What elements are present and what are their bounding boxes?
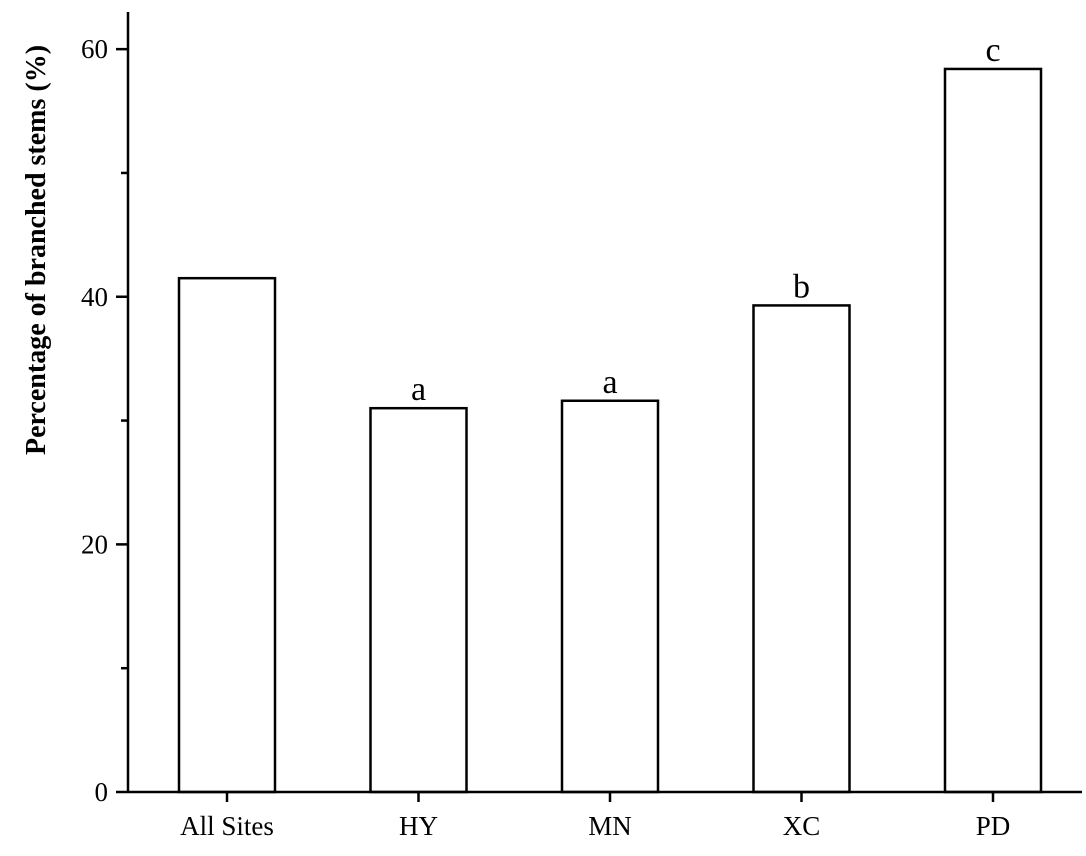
significance-letter: c (985, 32, 1000, 69)
x-tick-label: All Sites (180, 811, 274, 841)
significance-letter: b (793, 268, 810, 305)
y-tick-label: 0 (95, 777, 109, 807)
significance-letters-group: a a b c (411, 32, 1001, 408)
x-tick-label: HY (399, 811, 438, 841)
bar-all-sites (177, 276, 277, 794)
bar-pd (943, 67, 1043, 794)
significance-letter: a (411, 371, 426, 408)
bar-hy (369, 406, 468, 794)
bars-group (177, 67, 1043, 794)
x-axis: All Sites HY MN XC PD (128, 790, 1082, 841)
y-tick-label: 20 (81, 529, 108, 559)
significance-letter: a (602, 364, 617, 401)
y-tick-label: 60 (81, 34, 108, 64)
bar-xc (752, 304, 851, 794)
x-tick-label: MN (588, 811, 632, 841)
y-axis: 0 20 40 60 (81, 12, 130, 807)
x-tick-label: XC (783, 811, 821, 841)
y-axis-title: Percentage of branched stems (%) (21, 45, 52, 455)
x-tick-label: PD (976, 811, 1011, 841)
y-tick-label: 40 (81, 282, 108, 312)
bar-mn (560, 399, 660, 794)
